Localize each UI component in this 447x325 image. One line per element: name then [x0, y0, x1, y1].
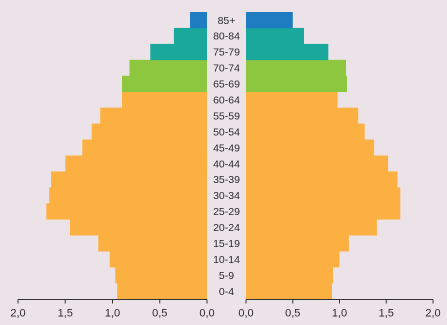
bar-left-40-44 — [65, 155, 208, 172]
x-tick-label-left-3: 0,5 — [152, 308, 167, 320]
bar-right-35-39 — [246, 171, 398, 188]
x-tick-label-right-1: 0,5 — [285, 308, 300, 320]
age-label-85+: 85+ — [218, 15, 236, 27]
age-label-75-79: 75-79 — [213, 47, 240, 59]
age-label-80-84: 80-84 — [213, 31, 240, 43]
age-label-65-69: 65-69 — [213, 79, 240, 91]
bar-left-0-4 — [117, 283, 207, 300]
bar-right-70-74 — [246, 59, 346, 77]
bar-left-50-54 — [91, 123, 207, 140]
age-label-50-54: 50-54 — [213, 126, 240, 138]
bar-left-15-19 — [98, 235, 207, 252]
bar-right-30-34 — [246, 187, 401, 204]
bar-right-20-24 — [246, 219, 377, 236]
bar-left-10-14 — [109, 251, 207, 268]
bar-right-55-59 — [246, 107, 359, 124]
x-axis: 2,0 1,5 1,0 0,5 0,0 0,0 0,5 1,0 1,5 2,0 — [10, 299, 441, 320]
age-label-60-64: 60-64 — [213, 94, 240, 106]
age-label-20-24: 20-24 — [213, 222, 240, 234]
bar-right-10-14 — [246, 251, 340, 268]
bar-right-15-19 — [246, 235, 349, 252]
x-tick-label-left-0: 2,0 — [10, 308, 25, 320]
bar-left-20-24 — [70, 219, 207, 236]
x-tick-label-right-4: 2,0 — [425, 308, 440, 320]
bar-left-35-39 — [51, 171, 207, 188]
age-label-15-19: 15-19 — [213, 238, 240, 250]
age-label-40-44: 40-44 — [213, 158, 240, 170]
age-label-30-34: 30-34 — [213, 190, 240, 202]
bar-left-70-74 — [129, 59, 207, 77]
bar-left-55-59 — [100, 107, 207, 124]
age-label-10-14: 10-14 — [213, 254, 240, 266]
bar-right-65-69 — [246, 75, 347, 93]
age-label-35-39: 35-39 — [213, 174, 240, 186]
x-tick-label-right-0: 0,0 — [238, 308, 253, 320]
bar-left-30-34 — [49, 187, 208, 204]
x-tick-label-right-3: 1,5 — [379, 308, 394, 320]
bar-right-75-79 — [246, 43, 329, 61]
bar-right-50-54 — [246, 123, 365, 140]
x-tick-label-left-1: 1,5 — [58, 308, 73, 320]
age-label-0-4: 0-4 — [219, 286, 234, 298]
age-label-70-74: 70-74 — [213, 63, 240, 75]
age-label-55-59: 55-59 — [213, 110, 240, 122]
bar-right-80-84 — [246, 27, 304, 45]
bar-right-0-4 — [246, 283, 332, 300]
bar-right-85+ — [246, 12, 293, 29]
bar-left-80-84 — [173, 27, 207, 45]
bar-left-25-29 — [46, 203, 207, 220]
bar-right-60-64 — [246, 91, 338, 108]
age-label-25-29: 25-29 — [213, 206, 240, 218]
bar-left-5-9 — [115, 267, 207, 284]
age-label-5-9: 5-9 — [219, 270, 234, 282]
bars-left — [46, 12, 208, 300]
age-label-45-49: 45-49 — [213, 142, 240, 154]
bar-left-85+ — [190, 12, 207, 29]
bar-left-60-64 — [122, 91, 207, 108]
x-tick-label-left-2: 1,0 — [105, 308, 120, 320]
bar-right-45-49 — [246, 139, 375, 156]
age-labels: 0-4 5-9 10-14 15-19 20-24 25-29 30-34 35-39 40-4… — [213, 15, 240, 298]
x-tick-label-right-2: 1,0 — [332, 308, 347, 320]
bar-right-40-44 — [246, 155, 389, 172]
bar-left-45-49 — [82, 139, 207, 156]
bars-right — [246, 12, 401, 300]
bar-left-65-69 — [122, 75, 207, 93]
bar-right-25-29 — [246, 203, 401, 220]
bar-right-5-9 — [246, 267, 333, 284]
bar-left-75-79 — [150, 43, 207, 61]
x-tick-label-left-4: 0,0 — [199, 308, 214, 320]
